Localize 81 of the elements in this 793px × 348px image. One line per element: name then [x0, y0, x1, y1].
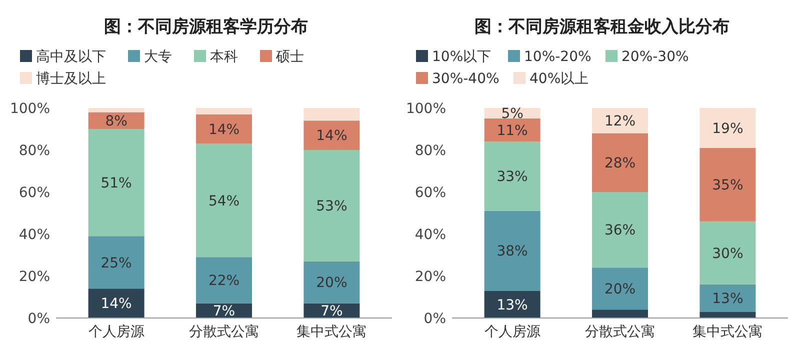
- y-tick-label: 40%: [414, 226, 446, 243]
- chart-title: 图：不同房源租客学历分布: [104, 17, 308, 37]
- bar: [304, 261, 360, 304]
- y-tick-label: 60%: [18, 184, 50, 201]
- data-label: 5%: [501, 106, 524, 122]
- y-tick-label: 60%: [414, 184, 446, 201]
- bar: [88, 288, 144, 318]
- x-tick-label: 分散式公寓: [585, 324, 655, 340]
- data-label: 28%: [604, 156, 636, 172]
- y-tick-label: 0%: [424, 310, 446, 327]
- bar: [484, 118, 540, 142]
- data-label: 22%: [208, 273, 240, 290]
- y-tick-label: 40%: [18, 226, 50, 243]
- data-label: 25%: [100, 255, 132, 272]
- legend-label: 大专: [144, 48, 172, 65]
- y-tick-label: 80%: [414, 142, 446, 159]
- legend-label: 10%以下: [432, 48, 492, 65]
- bar: [700, 221, 756, 284]
- data-label: 14%: [316, 128, 348, 144]
- bar: [700, 312, 756, 318]
- bar: [304, 120, 360, 150]
- x-tick-label: 集中式公寓: [692, 324, 763, 340]
- x-tick-label: 分散式公寓: [189, 324, 259, 340]
- legend-label: 本科: [210, 48, 238, 65]
- bar: [484, 290, 540, 318]
- data-label: 33%: [496, 169, 528, 186]
- bar: [700, 108, 756, 148]
- bar: [304, 150, 360, 262]
- data-label: 14%: [100, 296, 132, 312]
- x-tick-label: 集中式公寓: [296, 324, 367, 340]
- data-label: 51%: [100, 175, 132, 192]
- y-tick-label: 0%: [28, 310, 50, 327]
- data-label: 11%: [496, 122, 528, 139]
- bar: [592, 192, 648, 268]
- legend-label: 20%-30%: [622, 48, 689, 65]
- y-tick-label: 100%: [406, 100, 446, 117]
- bar: [484, 142, 540, 211]
- legend-label: 高中及以下: [36, 48, 106, 65]
- legend-label: 硕士: [275, 48, 304, 65]
- bar: [196, 257, 252, 304]
- data-label: 38%: [496, 244, 528, 260]
- data-label: 30%: [712, 246, 744, 262]
- data-label: 36%: [604, 222, 636, 239]
- bar: [700, 148, 756, 222]
- bar: [592, 133, 648, 192]
- legend-label: 10%-20%: [524, 48, 592, 65]
- bar: [484, 210, 540, 291]
- y-tick-label: 80%: [18, 142, 50, 159]
- legend-label: 40%以上: [530, 70, 589, 87]
- bar: [592, 268, 648, 310]
- bar: [196, 114, 252, 144]
- bar: [592, 108, 648, 134]
- bar: [88, 236, 144, 289]
- bar: [304, 108, 360, 121]
- data-label: 54%: [208, 193, 240, 210]
- x-tick-label: 个人房源: [484, 324, 540, 340]
- data-label: 13%: [496, 297, 528, 314]
- data-label: 12%: [604, 114, 636, 130]
- y-tick-label: 100%: [10, 100, 50, 117]
- bar: [196, 108, 252, 114]
- y-tick-label: 20%: [18, 268, 50, 285]
- bar: [700, 284, 756, 312]
- bar: [88, 108, 144, 112]
- legend-label: 博士及以上: [36, 70, 106, 87]
- legend-label: 30%-40%: [432, 70, 500, 87]
- bar: [196, 144, 252, 258]
- data-label: 14%: [208, 122, 240, 138]
- data-label: 7%: [212, 304, 236, 320]
- data-label: 20%: [604, 282, 636, 298]
- bar: [88, 129, 144, 236]
- data-label: 7%: [320, 304, 343, 320]
- data-label: 20%: [316, 275, 348, 292]
- data-label: 35%: [712, 178, 744, 194]
- x-tick-label: 个人房源: [88, 324, 144, 340]
- chart-title: 图：不同房源租客租金收入比分布: [474, 17, 730, 37]
- y-tick-label: 20%: [414, 268, 446, 285]
- data-label: 8%: [105, 114, 128, 130]
- bar: [592, 310, 648, 318]
- data-label: 53%: [316, 198, 348, 215]
- data-label: 13%: [712, 290, 744, 307]
- data-label: 19%: [712, 120, 744, 137]
